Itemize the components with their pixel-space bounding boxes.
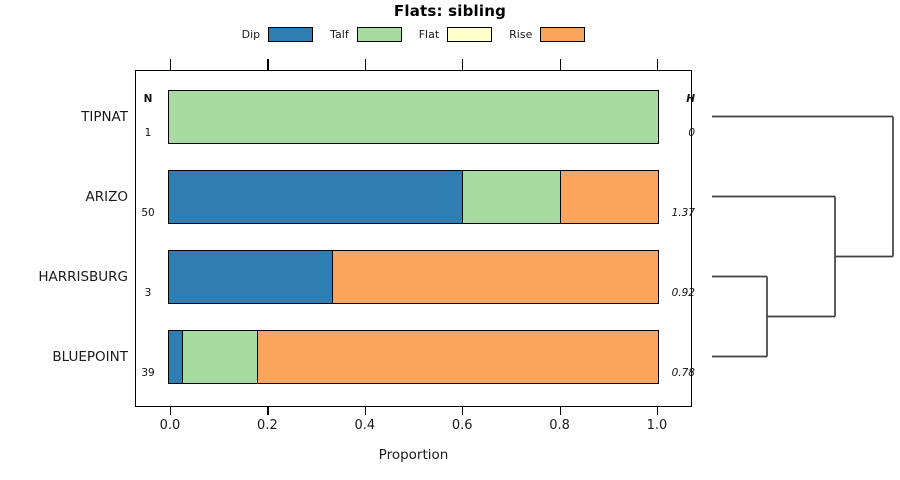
n-value: 50	[141, 206, 155, 219]
axis-tick-label: 0.4	[354, 418, 376, 433]
axis-tick-label: 0.6	[451, 418, 473, 433]
axis-tick-top	[559, 59, 561, 70]
axis-tick-bottom	[170, 407, 172, 415]
axis-tick-bottom	[364, 407, 366, 415]
axis-tick-top	[657, 59, 659, 70]
bar-tipnat	[168, 89, 659, 144]
legend-item-flat: Flat	[418, 26, 493, 42]
axis-tick-label: 1.0	[646, 418, 668, 433]
axis-tick-top	[462, 59, 464, 70]
h-value: 1.37	[671, 206, 695, 219]
axis-tick-top	[364, 59, 366, 70]
axis-tick-label: 0.0	[159, 418, 181, 433]
axis-tick-bottom	[657, 407, 659, 415]
row-label-tipnat: TIPNAT	[81, 108, 128, 125]
legend-swatch-flat	[447, 26, 493, 42]
bar-segment-dip	[169, 330, 183, 383]
n-value: 1	[144, 126, 152, 139]
bar-segment-dip	[169, 170, 463, 223]
bar-segment-talf	[182, 330, 258, 383]
bar-bluepoint	[168, 329, 659, 384]
legend-swatch-talf	[356, 26, 402, 42]
legend-label: Dip	[241, 27, 261, 41]
legend-label: Rise	[509, 27, 533, 41]
row-label-harrisburg: HARRISBURG	[38, 268, 128, 285]
axis-tick-top	[170, 59, 172, 70]
legend: Dip Talf Flat Rise	[135, 25, 692, 43]
chart-title: Flats: sibling	[393, 2, 507, 20]
x-axis-label: Proportion	[378, 447, 449, 463]
bar-arizo	[168, 169, 659, 224]
axis-tick-bottom	[267, 407, 269, 415]
h-value: 0.92	[671, 286, 695, 299]
bar-segment-rise	[559, 170, 658, 223]
axis-tick-top	[267, 59, 269, 70]
row-label-arizo: ARIZO	[85, 188, 128, 205]
h-value: 0.78	[671, 366, 695, 379]
legend-item-talf: Talf	[330, 26, 402, 42]
axis-tick-bottom	[462, 407, 464, 415]
legend-label: Talf	[330, 27, 349, 41]
n-column-header: N	[143, 92, 153, 105]
bar-segment-rise	[331, 250, 658, 303]
axis-tick-label: 0.2	[257, 418, 278, 433]
bar-segment-dip	[169, 250, 332, 303]
bar-segment-rise	[257, 330, 658, 383]
n-value: 3	[144, 286, 152, 299]
bar-segment-talf	[462, 170, 560, 223]
legend-label: Flat	[418, 27, 440, 41]
legend-item-rise: Rise	[509, 26, 586, 42]
n-value: 39	[141, 366, 155, 379]
row-label-bluepoint: BLUEPOINT	[52, 348, 128, 365]
bar-harrisburg	[168, 249, 659, 304]
axis-tick-bottom	[559, 407, 561, 415]
axis-tick-label: 0.8	[549, 418, 570, 433]
legend-swatch-dip	[268, 26, 314, 42]
legend-item-dip: Dip	[241, 26, 314, 42]
h-value: 0	[688, 126, 695, 139]
legend-swatch-rise	[540, 26, 586, 42]
bar-segment-talf	[169, 90, 658, 143]
h-column-header: H	[686, 92, 695, 105]
